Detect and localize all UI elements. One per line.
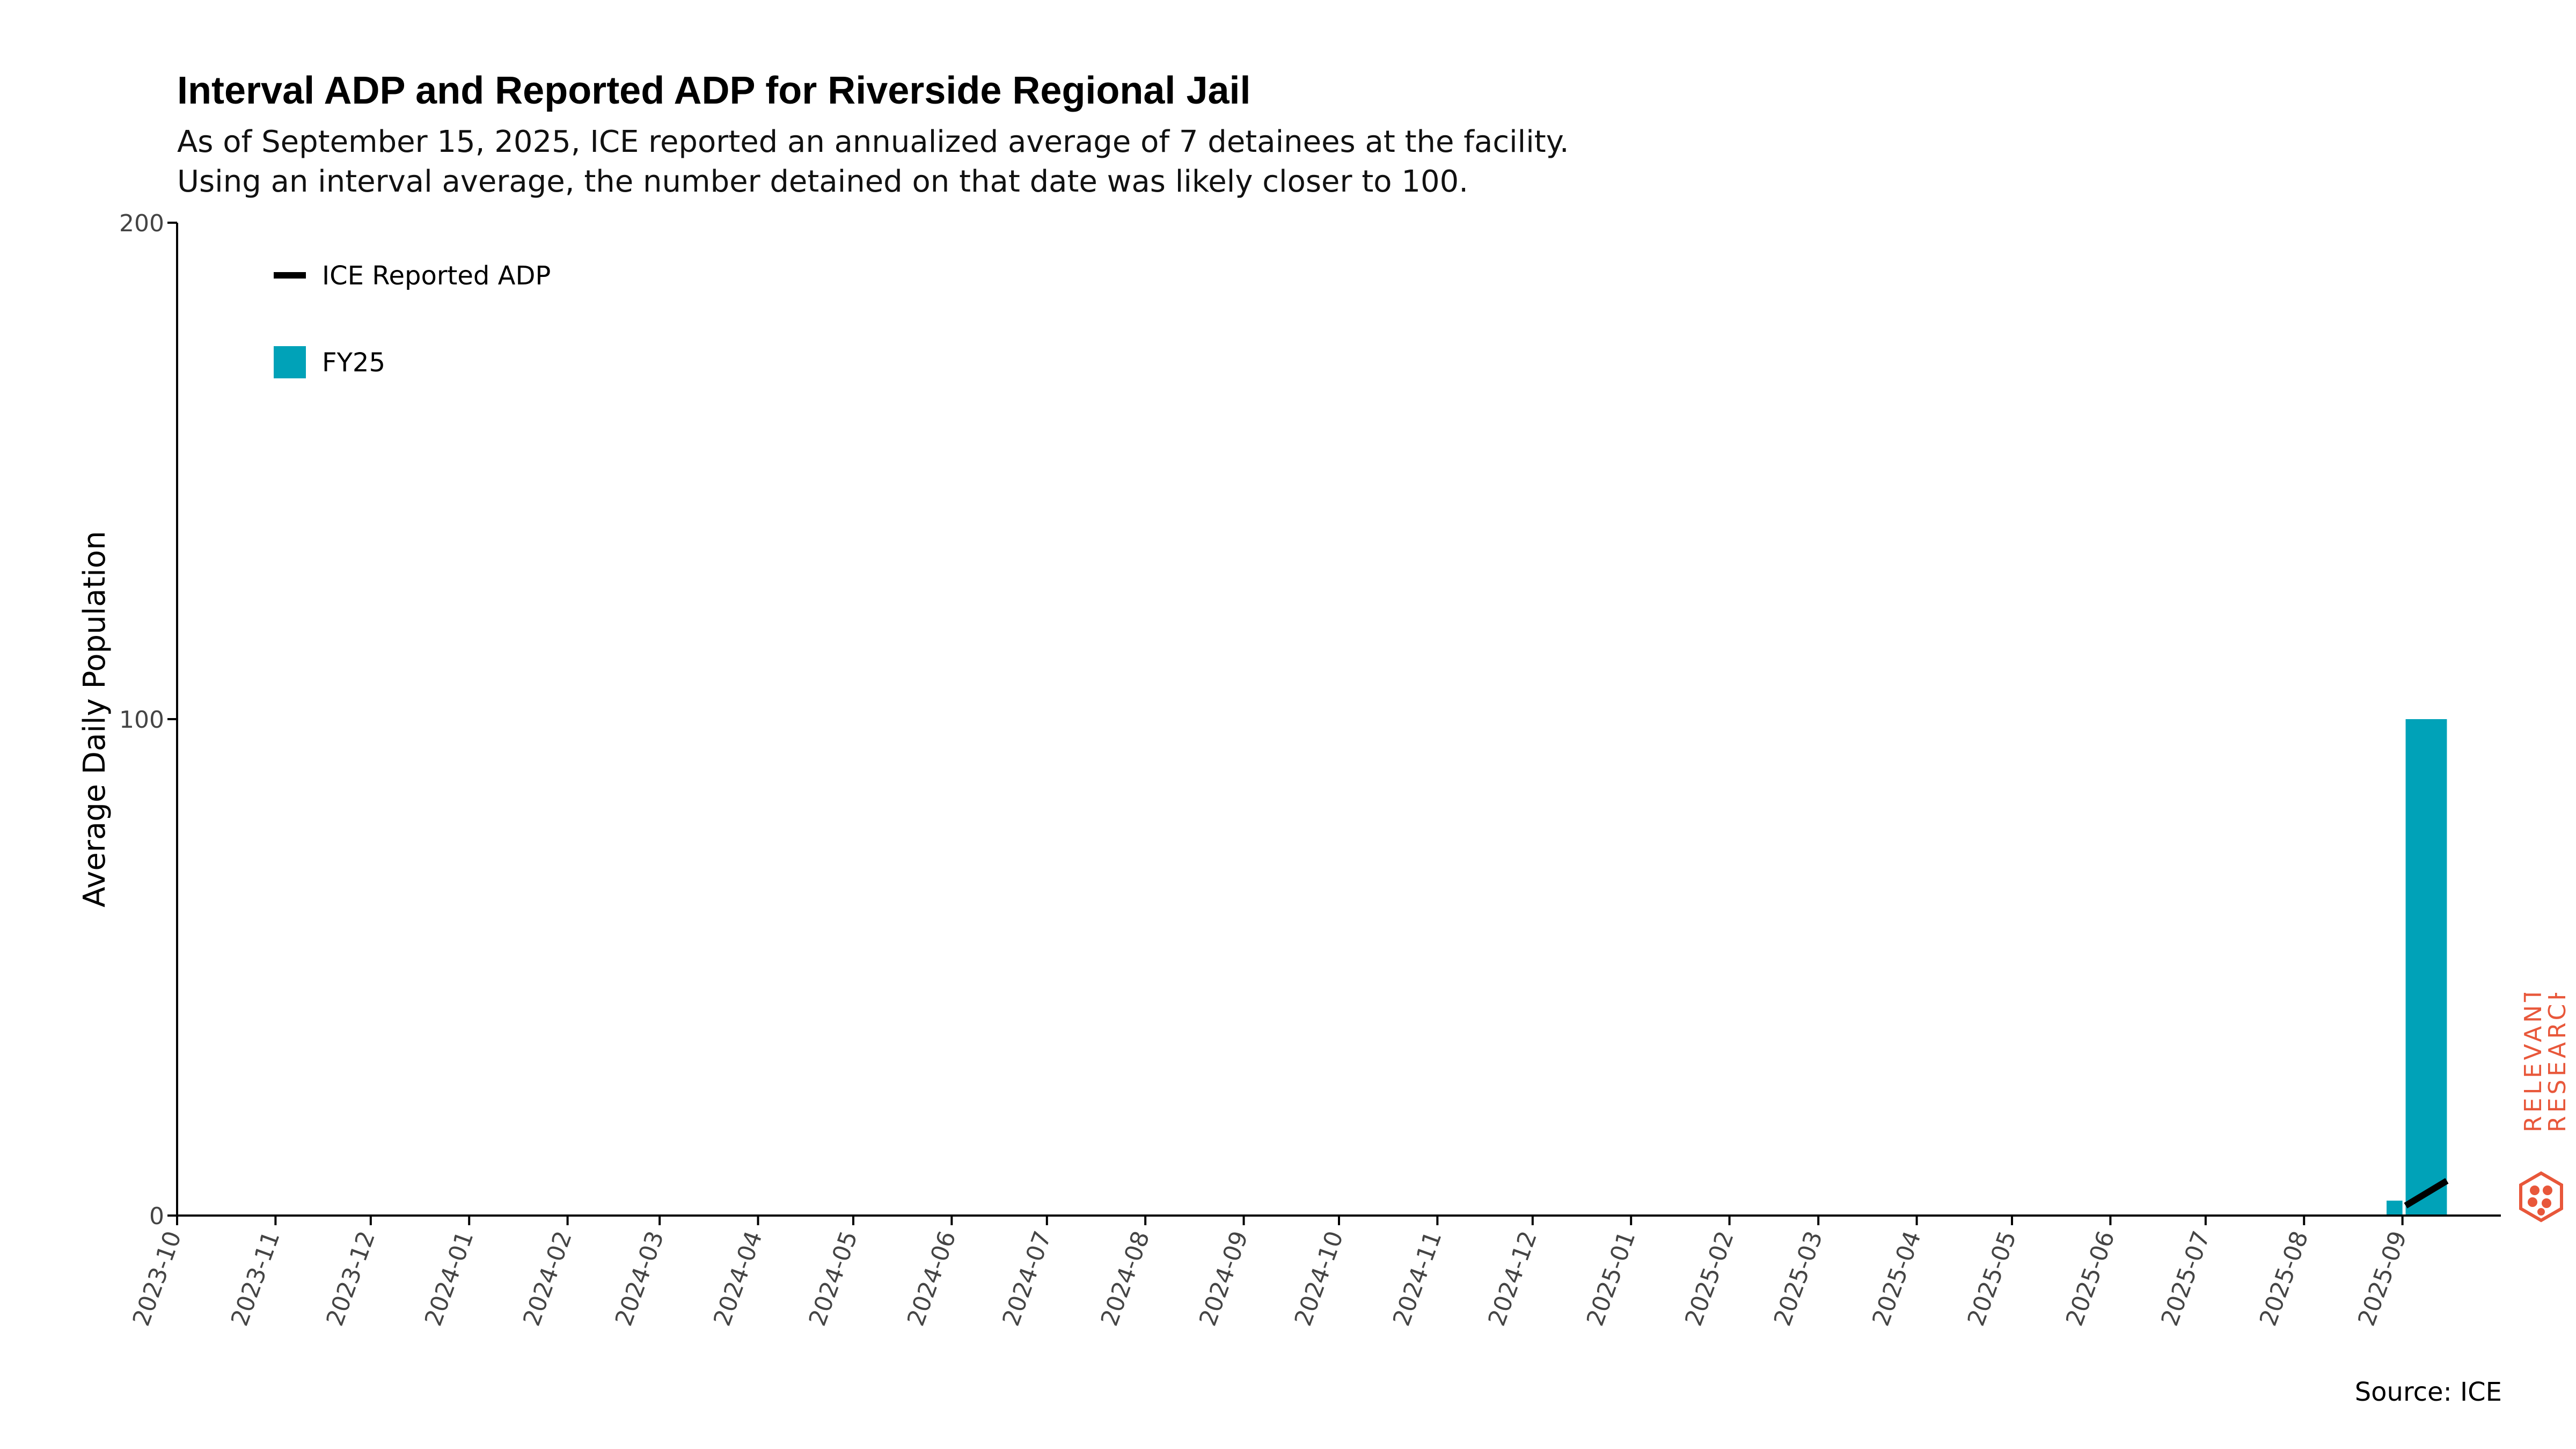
x-tick-label-2024-03: 2024-03	[610, 1227, 670, 1329]
x-tick-label-2024-05: 2024-05	[803, 1227, 863, 1329]
y-tick-label-200: 200	[119, 210, 164, 237]
x-tick-label-2025-09: 2025-09	[2353, 1227, 2412, 1329]
x-tick-label-2024-08: 2024-08	[1096, 1227, 1155, 1329]
chart-title: Interval ADP and Reported ADP for Rivers…	[177, 69, 1251, 112]
logo-text-research: RESEARCH	[2544, 993, 2571, 1132]
x-tick-label-2025-05: 2025-05	[1963, 1227, 2022, 1329]
legend-label-fy25: FY25	[322, 348, 385, 378]
logo-text-relevant: RELEVANT	[2520, 993, 2547, 1132]
x-tick-label-2024-04: 2024-04	[708, 1227, 768, 1329]
bar-fy25-1[interactable]	[2387, 1201, 2403, 1216]
x-tick-label-2024-10: 2024-10	[1290, 1227, 1349, 1329]
x-tick-label-2024-01: 2024-01	[420, 1227, 479, 1329]
legend-label-ice-reported-adp: ICE Reported ADP	[322, 261, 551, 291]
line-ice-reported-adp[interactable]	[2404, 1178, 2449, 1209]
x-tick-label-2024-02: 2024-02	[518, 1227, 577, 1329]
x-tick-label-2025-07: 2025-07	[2156, 1227, 2215, 1329]
y-tick-label-100: 100	[119, 706, 164, 734]
hexagon-logo-icon	[2519, 1171, 2563, 1223]
x-tick-label-2025-02: 2025-02	[1680, 1227, 1739, 1329]
x-tick-label-2023-10: 2023-10	[128, 1227, 187, 1329]
chart-subtitle-line-2: Using an interval average, the number de…	[177, 164, 1469, 199]
y-axis-label: Average Daily Population	[77, 531, 112, 907]
x-tick-label-2025-03: 2025-03	[1769, 1227, 1828, 1329]
x-tick-label-2025-06: 2025-06	[2061, 1227, 2120, 1329]
source-note: Source: ICE	[2354, 1377, 2502, 1407]
x-tick-label-2024-09: 2024-09	[1194, 1227, 1254, 1329]
x-tick-label-2024-06: 2024-06	[902, 1227, 962, 1329]
x-tick-label-2025-04: 2025-04	[1867, 1227, 1927, 1329]
x-tick-label-2025-01: 2025-01	[1582, 1227, 1641, 1329]
y-tick-label-0: 0	[149, 1203, 164, 1230]
relevant-research-logo: RELEVANT RESEARCH	[2519, 993, 2571, 1223]
x-tick-label-2023-11: 2023-11	[226, 1227, 286, 1329]
bar-fy25-2[interactable]	[2405, 719, 2447, 1216]
x-tick-label-2024-12: 2024-12	[1483, 1227, 1542, 1329]
chart-subtitle-line-1: As of September 15, 2025, ICE reported a…	[177, 125, 1569, 159]
x-tick-label-2024-07: 2024-07	[997, 1227, 1057, 1329]
x-tick-label-2025-08: 2025-08	[2255, 1227, 2314, 1329]
legend-bar-swatch	[274, 346, 306, 378]
x-tick-label-2023-12: 2023-12	[321, 1227, 380, 1329]
x-tick-label-2024-11: 2024-11	[1388, 1227, 1447, 1329]
